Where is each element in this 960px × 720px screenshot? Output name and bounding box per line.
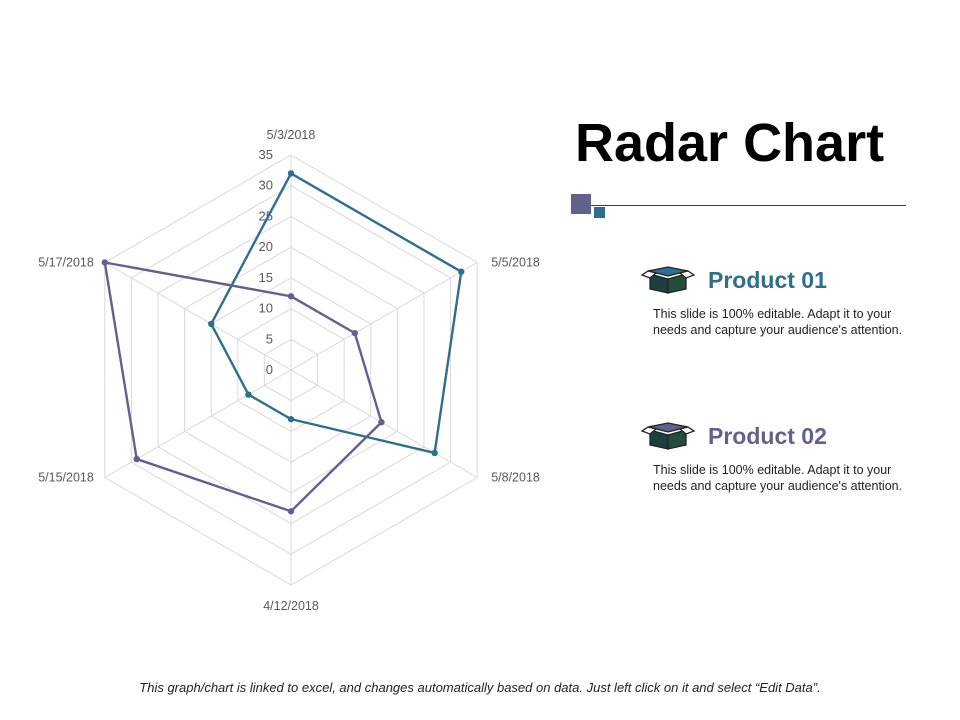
- tick-label: 0: [266, 362, 273, 377]
- legend-name: Product 01: [708, 266, 827, 293]
- data-point: [208, 320, 215, 328]
- series-product-01: [208, 170, 465, 457]
- category-label: 5/8/2018: [491, 471, 540, 485]
- data-point: [287, 415, 295, 423]
- category-labels: 5/3/2018 5/5/2018 5/8/2018 4/12/2018 5/15/20…: [38, 128, 540, 613]
- category-label: 5/15/2018: [38, 471, 94, 485]
- legend-description: This slide is 100% editable. Adapt it to…: [653, 463, 903, 494]
- data-point: [133, 455, 140, 463]
- legend-item-product-02: Product 02 This slide is 100% editable. …: [640, 418, 940, 495]
- box-icon: [640, 266, 696, 294]
- accent-square-small: [594, 207, 605, 218]
- box-icon: [640, 422, 696, 450]
- legend-item-product-01: Product 01 This slide is 100% editable. …: [640, 262, 940, 339]
- data-point: [245, 391, 252, 398]
- data-point: [287, 170, 295, 177]
- data-point: [101, 259, 109, 266]
- legend-description: This slide is 100% editable. Adapt it to…: [653, 307, 903, 338]
- legend-name: Product 02: [708, 422, 827, 449]
- category-label: 5/17/2018: [38, 256, 94, 270]
- tick-label: 20: [259, 239, 273, 254]
- data-point: [287, 293, 295, 300]
- accent-square-large: [571, 194, 591, 214]
- data-point: [458, 268, 465, 275]
- data-point: [378, 419, 385, 426]
- series-product-02: [101, 259, 385, 515]
- radar-grid: [104, 154, 478, 586]
- tick-label: 35: [259, 147, 273, 162]
- tick-label: 30: [259, 178, 273, 193]
- data-point: [431, 449, 438, 457]
- category-label: 5/5/2018: [491, 256, 540, 270]
- tick-label: 15: [259, 270, 273, 285]
- grid-spoke: [104, 262, 292, 371]
- grid-spoke: [290, 262, 478, 371]
- title-underline: [588, 205, 906, 206]
- data-point: [351, 329, 359, 337]
- grid-spoke: [104, 369, 292, 478]
- category-label: 5/3/2018: [267, 128, 316, 142]
- tick-label: 10: [259, 301, 273, 316]
- tick-label: 5: [266, 331, 273, 346]
- category-label: 4/12/2018: [263, 599, 319, 613]
- series-layer: [101, 170, 465, 515]
- footnote: This graph/chart is linked to excel, and…: [139, 680, 821, 695]
- page-title: Radar Chart: [575, 113, 885, 173]
- data-point: [287, 508, 295, 515]
